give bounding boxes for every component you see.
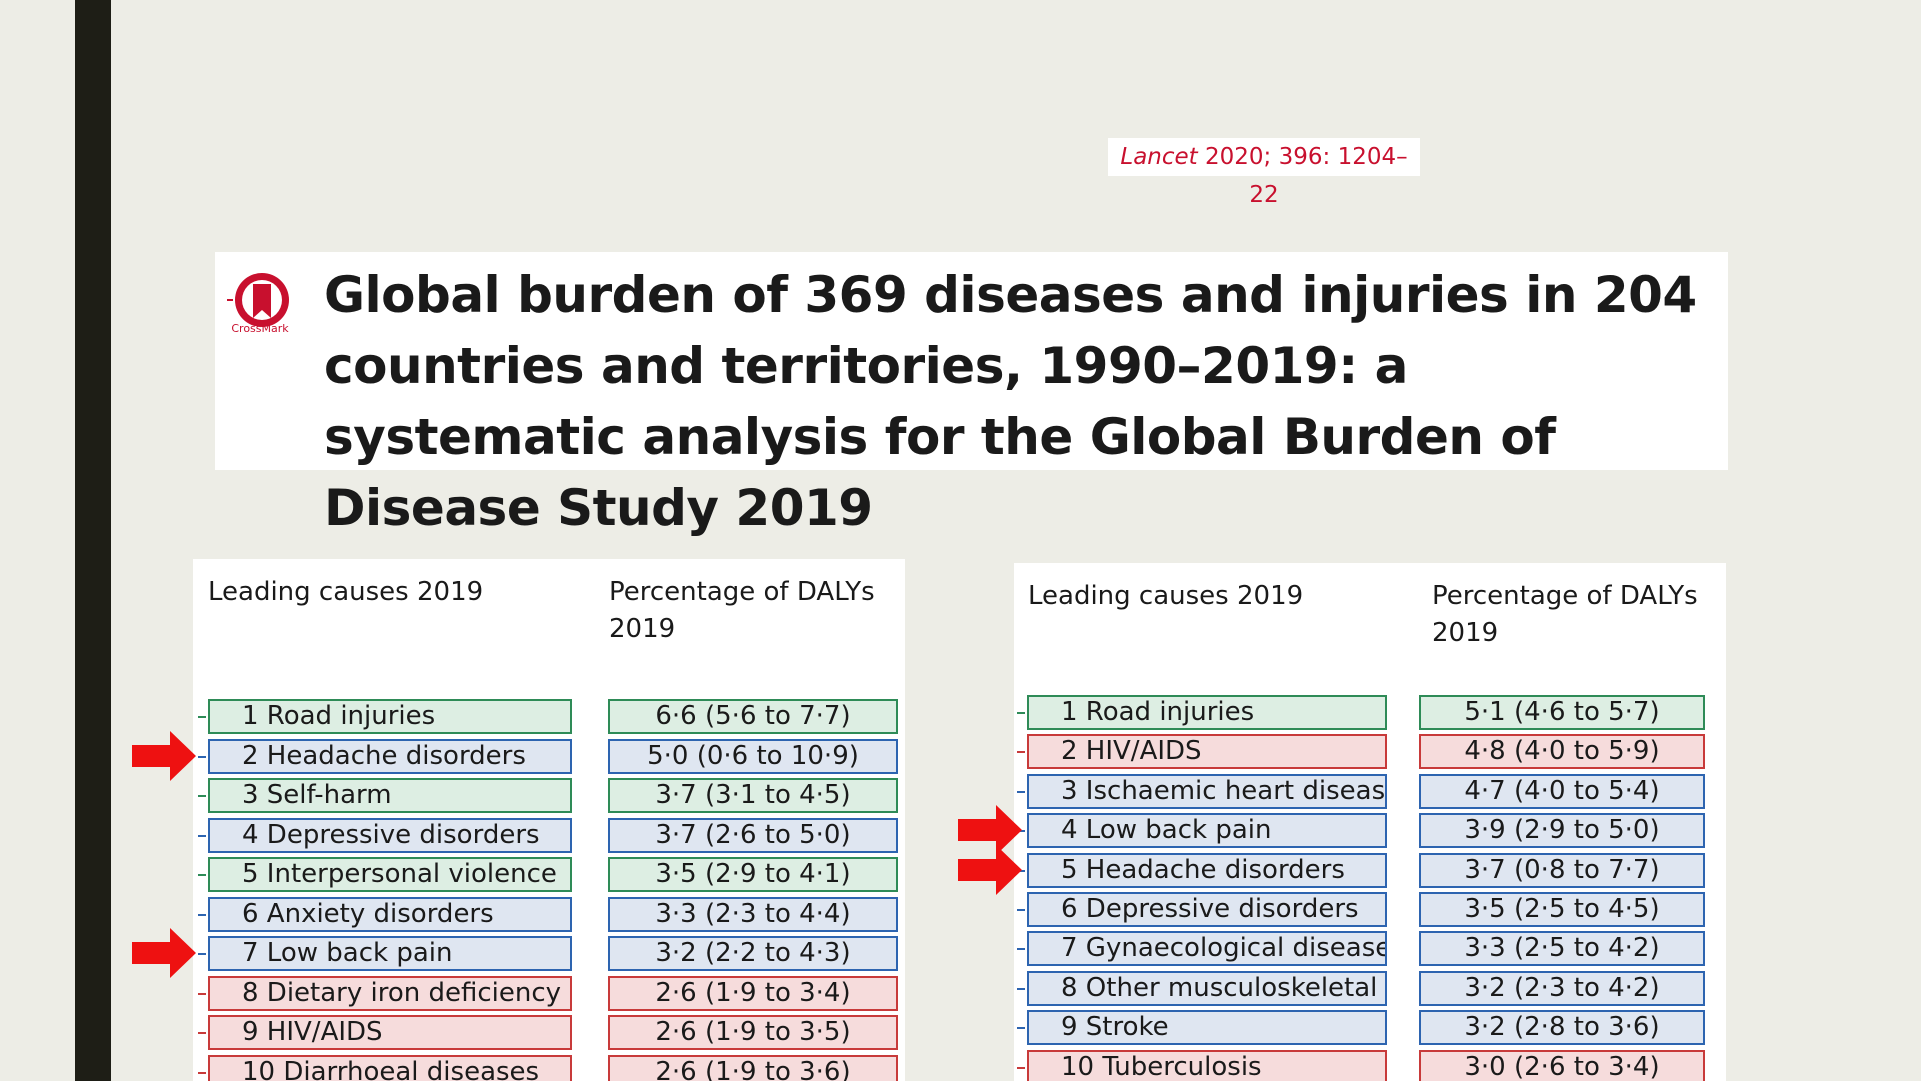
table-row: 10 Diarrhoeal diseases 2·6 (1·9 to 3·6) (193, 1054, 905, 1081)
table-row: 7 Gynaecological diseases 3·3 (2·5 to 4·2… (1014, 931, 1726, 967)
connector-tick (1017, 751, 1025, 754)
connector-tick (1017, 790, 1025, 793)
citation: Lancet 2020; 396: 1204–22 (1108, 138, 1420, 208)
cause-cell: 6 Depressive disorders (1027, 892, 1387, 927)
connector-tick (1017, 1066, 1025, 1069)
table-row: 2 HIV/AIDS 4·8 (4·0 to 5·9) (1014, 734, 1726, 770)
table-row: 8 Dietary iron deficiency 2·6 (1·9 to 3·4… (193, 975, 905, 1011)
table-row: 9 Stroke 3·2 (2·8 to 3·6) (1014, 1010, 1726, 1046)
red-arrow-icon (132, 928, 196, 978)
cause-cell: 7 Low back pain (208, 936, 572, 971)
col-header-percentage: Percentage of DALYs 2019 (609, 577, 875, 644)
col-header-causes: Leading causes 2019 (208, 577, 484, 607)
connector-tick (198, 1032, 206, 1034)
percentage-cell: 3·2 (2·2 to 4·3) (608, 936, 898, 971)
connector-tick (1017, 712, 1025, 714)
connector-tick (198, 755, 206, 758)
connector-tick (1017, 909, 1025, 911)
table-row: 8 Other musculoskeletal 3·2 (2·3 to 4·2) (1014, 970, 1726, 1006)
connector-tick (198, 874, 206, 876)
percentage-cell: 4·8 (4·0 to 5·9) (1419, 734, 1705, 770)
cause-cell: 1 Road injuries (208, 699, 572, 734)
table-row: 4 Low back pain 3·9 (2·9 to 5·0) (1014, 813, 1726, 849)
cause-cell: 3 Self-harm (208, 778, 572, 813)
table-row: 6 Depressive disorders 3·5 (2·5 to 4·5) (1014, 892, 1726, 927)
red-arrow-icon (958, 805, 1022, 856)
connector-tick (1017, 830, 1025, 833)
cause-cell: 5 Headache disorders (1027, 852, 1387, 888)
percentage-cell: 2·6 (1·9 to 3·6) (608, 1054, 898, 1081)
connector-tick (198, 1071, 206, 1074)
percentage-cell: 3·9 (2·9 to 5·0) (1419, 813, 1705, 849)
table-row: 1 Road injuries 5·1 (4·6 to 5·7) (1014, 695, 1726, 730)
percentage-cell: 5·0 (0·6 to 10·9) (608, 738, 898, 774)
percentage-cell: 5·1 (4·6 to 5·7) (1419, 695, 1705, 730)
crossmark-label: CrossMark (231, 322, 289, 335)
red-arrow-icon (958, 844, 1022, 895)
percentage-cell: 3·3 (2·5 to 4·2) (1419, 931, 1705, 967)
percentage-cell: 6·6 (5·6 to 7·7) (608, 699, 898, 734)
percentage-cell: 3·7 (2·6 to 5·0) (608, 817, 898, 853)
citation-journal: Lancet (1120, 144, 1198, 170)
cause-cell: 8 Other musculoskeletal (1027, 970, 1387, 1006)
table-row: 6 Anxiety disorders 3·3 (2·3 to 4·4) (193, 896, 905, 932)
title-box: CrossMark Global burden of 369 diseases … (215, 252, 1728, 537)
percentage-cell: 2·6 (1·9 to 3·4) (608, 975, 898, 1011)
cause-cell: 5 Interpersonal violence (208, 857, 572, 892)
table-row: 5 Interpersonal violence 3·5 (2·9 to 4·1) (193, 857, 905, 892)
cause-cell: 1 Road injuries (1027, 695, 1387, 730)
connector-tick (1017, 987, 1025, 990)
cause-cell: 7 Gynaecological diseases (1027, 931, 1387, 967)
cause-cell: 2 Headache disorders (208, 738, 572, 774)
cause-cell: 9 HIV/AIDS (208, 1015, 572, 1050)
cause-cell: 10 Diarrhoeal diseases (208, 1054, 572, 1081)
connector-tick (1017, 869, 1025, 872)
cause-cell: 4 Low back pain (1027, 813, 1387, 849)
table-row: 5 Headache disorders 3·7 (0·8 to 7·7) (1014, 852, 1726, 888)
connector-tick (198, 716, 206, 718)
citation-ref: 2020; 396: 1204–22 (1197, 144, 1408, 208)
percentage-cell: 3·5 (2·9 to 4·1) (608, 857, 898, 892)
percentage-cell: 3·2 (2·8 to 3·6) (1419, 1010, 1705, 1046)
table-row: 3 Ischaemic heart disease 4·7 (4·0 to 5·4… (1014, 773, 1726, 809)
connector-tick (1017, 948, 1025, 951)
cause-cell: 9 Stroke (1027, 1010, 1387, 1046)
connector-tick (198, 953, 206, 955)
table-left: Leading causes 2019 Percentage of DALYs … (193, 559, 905, 1081)
cause-cell: 10 Tuberculosis (1027, 1049, 1387, 1081)
cause-cell: 8 Dietary iron deficiency (208, 975, 572, 1011)
connector-tick (198, 992, 206, 995)
table-right: Leading causes 2019 Percentage of DALYs … (1014, 563, 1726, 1081)
table-row: 3 Self-harm 3·7 (3·1 to 4·5) (193, 778, 905, 813)
cause-cell: 2 HIV/AIDS (1027, 734, 1387, 770)
col-header-causes: Leading causes 2019 (1028, 581, 1304, 611)
connector-tick (198, 834, 206, 837)
table-row: 1 Road injuries 6·6 (5·6 to 7·7) (193, 699, 905, 734)
percentage-cell: 2·6 (1·9 to 3·5) (608, 1015, 898, 1050)
article-title: Global burden of 369 diseases and injuri… (324, 266, 1697, 537)
connector-tick (198, 913, 206, 916)
table-row: 7 Low back pain 3·2 (2·2 to 4·3) (193, 936, 905, 971)
percentage-cell: 3·3 (2·3 to 4·4) (608, 896, 898, 932)
table-row: 4 Depressive disorders 3·7 (2·6 to 5·0) (193, 817, 905, 853)
percentage-cell: 4·7 (4·0 to 5·4) (1419, 773, 1705, 809)
cause-cell: 3 Ischaemic heart disease (1027, 773, 1387, 809)
connector-tick (198, 795, 206, 797)
percentage-cell: 3·0 (2·6 to 3·4) (1419, 1049, 1705, 1081)
col-header-percentage: Percentage of DALYs 2019 (1432, 581, 1698, 648)
table-row: 10 Tuberculosis 3·0 (2·6 to 3·4) (1014, 1049, 1726, 1081)
percentage-cell: 3·7 (0·8 to 7·7) (1419, 852, 1705, 888)
red-arrow-icon (132, 730, 196, 781)
percentage-cell: 3·7 (3·1 to 4·5) (608, 778, 898, 813)
cause-cell: 6 Anxiety disorders (208, 896, 572, 932)
slide-left-bar (75, 0, 111, 1081)
percentage-cell: 3·5 (2·5 to 4·5) (1419, 892, 1705, 927)
cause-cell: 4 Depressive disorders (208, 817, 572, 853)
table-row: 2 Headache disorders 5·0 (0·6 to 10·9) (193, 738, 905, 774)
connector-tick (1017, 1027, 1025, 1030)
table-row: 9 HIV/AIDS 2·6 (1·9 to 3·5) (193, 1015, 905, 1050)
percentage-cell: 3·2 (2·3 to 4·2) (1419, 970, 1705, 1006)
crossmark-icon (227, 273, 289, 327)
